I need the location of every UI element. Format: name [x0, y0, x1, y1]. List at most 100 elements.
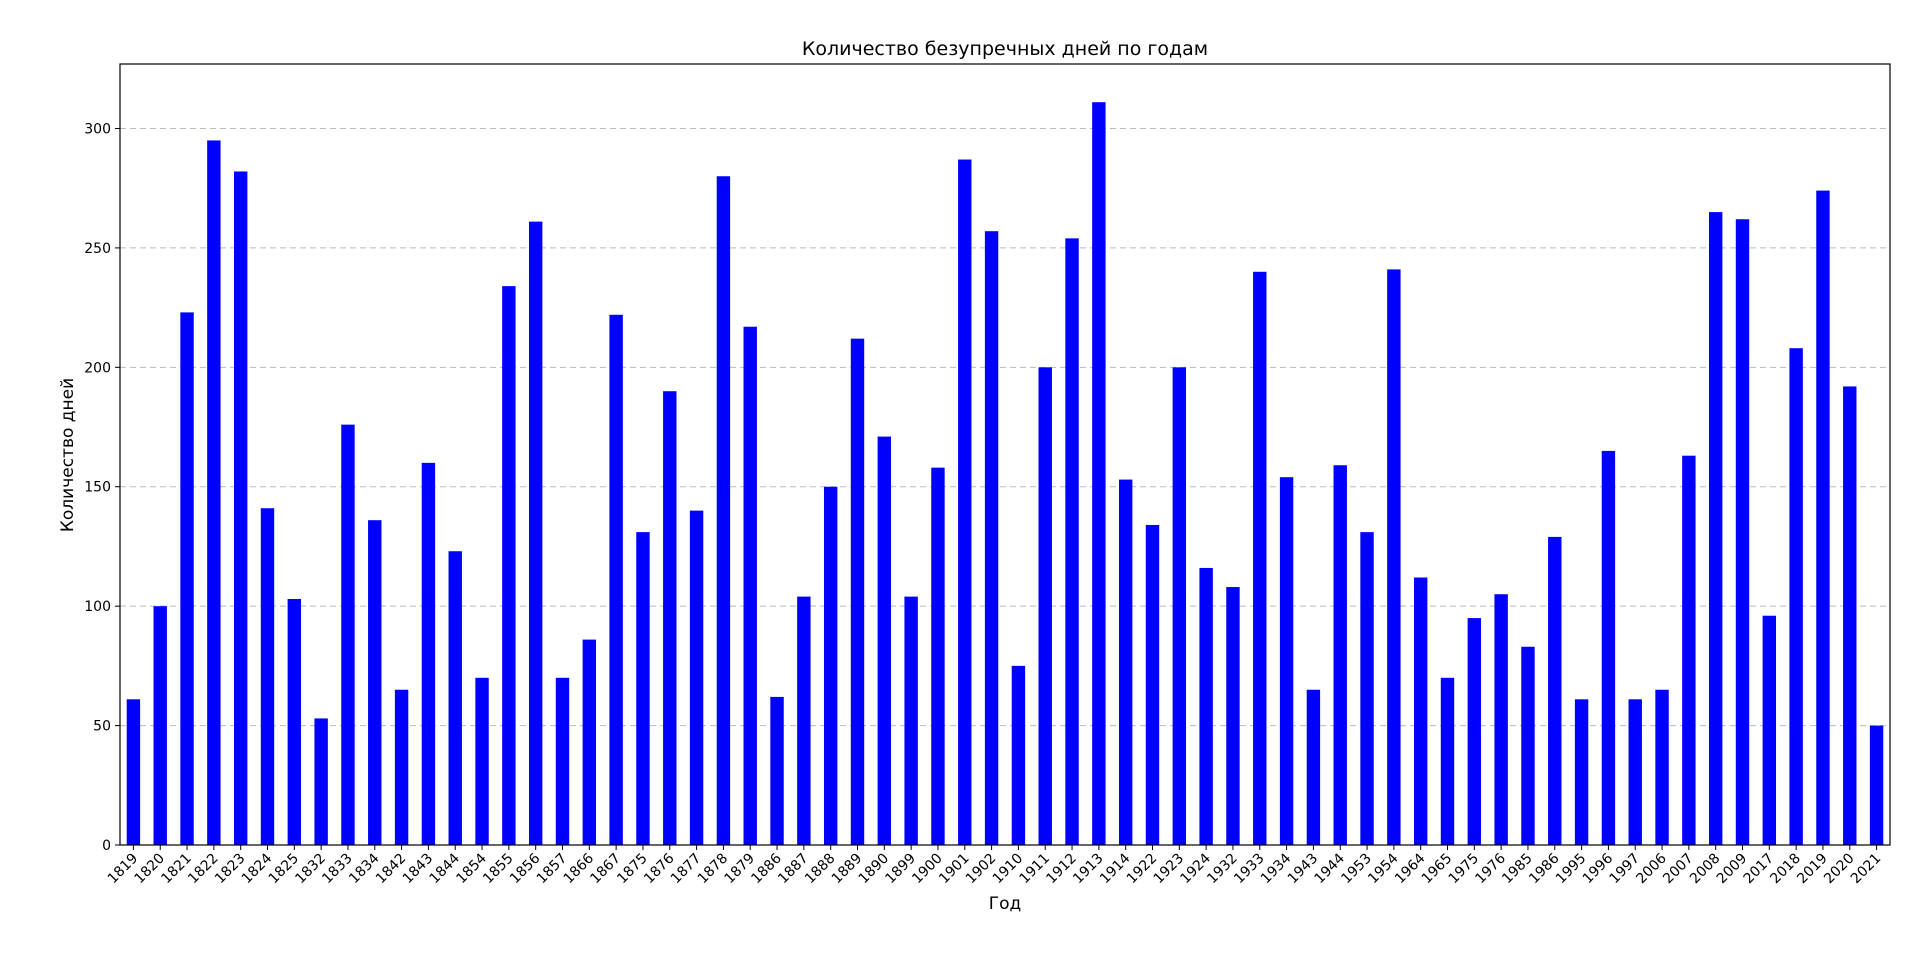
x-tick-label-1910: 1910 [990, 851, 1027, 888]
y-axis-ticks: 0 50 100 150 200 250 300 [84, 121, 120, 854]
bar-1932 [1226, 587, 1240, 845]
bar-1995 [1574, 699, 1589, 845]
x-tick-label-1912: 1912 [1043, 851, 1080, 888]
y-tick-label: 150 [84, 480, 111, 496]
x-tick-label-1965: 1965 [1419, 851, 1456, 888]
x-tick-label-1914: 1914 [1097, 850, 1134, 887]
x-tick-label-1888: 1888 [802, 851, 839, 888]
bar-1875 [636, 532, 650, 845]
x-tick-label-1932: 1932 [1204, 851, 1241, 888]
x-tick-label-1985: 1985 [1499, 851, 1536, 888]
bar-1986 [1548, 536, 1562, 845]
x-tick-label-1995: 1995 [1553, 851, 1590, 888]
x-tick-label-1934: 1934 [1258, 850, 1295, 887]
x-tick-label-1944: 1944 [1312, 850, 1349, 887]
x-tick-label-1832: 1832 [292, 851, 329, 888]
x-tick-label-1887: 1887 [775, 851, 812, 888]
x-tick-label-1953: 1953 [1338, 851, 1375, 888]
bar-2007 [1682, 455, 1696, 845]
x-tick-label-2017: 2017 [1741, 851, 1778, 888]
x-tick-label-1875: 1875 [614, 851, 651, 888]
x-tick-label-1877: 1877 [668, 851, 705, 888]
x-tick-label-2020: 2020 [1821, 851, 1858, 888]
x-tick-label-1900: 1900 [909, 851, 946, 888]
x-tick-label-1879: 1879 [722, 851, 759, 888]
bar-1857 [555, 677, 570, 845]
bar-2006 [1655, 689, 1669, 845]
bar-1922 [1145, 524, 1160, 845]
x-tick-label-1975: 1975 [1446, 851, 1483, 888]
x-tick-label-1819: 1819 [105, 851, 142, 888]
bar-1866 [582, 639, 597, 845]
bar-1965 [1440, 677, 1455, 845]
bar-1902 [984, 231, 999, 846]
y-tick-label: 300 [84, 121, 111, 137]
bar-1901 [958, 159, 972, 846]
bar-1867 [609, 314, 623, 846]
x-tick-label-1924: 1924 [1177, 850, 1214, 887]
bar-1933 [1253, 271, 1267, 845]
x-tick-label-1901: 1901 [936, 851, 973, 888]
bar-2009 [1735, 219, 1750, 846]
x-tick-label-1856: 1856 [507, 850, 544, 887]
bar-1877 [689, 510, 704, 845]
y-tick-label: 250 [84, 241, 111, 257]
bar-1914 [1118, 479, 1133, 845]
bar-1876 [663, 391, 677, 845]
x-tick-label-1913: 1913 [1070, 851, 1107, 888]
x-tick-label-1843: 1843 [400, 851, 437, 888]
grid-lines [120, 127, 1890, 727]
bar-2018 [1789, 348, 1803, 845]
x-tick-label-2008: 2008 [1687, 851, 1724, 888]
x-tick-label-1844: 1844 [427, 850, 464, 887]
x-tick-label-1857: 1857 [534, 851, 571, 888]
x-tick-label-2021: 2021 [1848, 851, 1885, 888]
bar-1954 [1387, 269, 1401, 845]
bar-2008 [1708, 212, 1723, 845]
axes-frame [119, 63, 1891, 846]
bar-1854 [475, 677, 489, 845]
bar-1822 [207, 140, 221, 846]
x-tick-label-1922: 1922 [1124, 851, 1161, 888]
bar-1834 [368, 520, 382, 845]
bar-1934 [1279, 477, 1294, 845]
x-tick-label-1923: 1923 [1151, 851, 1188, 888]
x-tick-label-1866: 1866 [561, 850, 598, 887]
x-tick-label-1825: 1825 [266, 851, 303, 888]
bar-1824 [260, 508, 275, 845]
x-tick-label-1902: 1902 [963, 851, 1000, 888]
bar-1996 [1601, 450, 1616, 845]
x-tick-label-1886: 1886 [748, 850, 785, 887]
bar-1844 [448, 551, 462, 845]
x-tick-label-1824: 1824 [239, 850, 276, 887]
x-tick-label-1954: 1954 [1365, 850, 1402, 887]
bar-1833 [341, 424, 355, 845]
bar-1924 [1199, 567, 1213, 845]
bars [126, 102, 1884, 846]
x-tick-label-1822: 1822 [185, 851, 222, 888]
bar-1819 [126, 699, 141, 845]
x-tick-label-1854: 1854 [453, 850, 490, 887]
bar-1832 [314, 718, 328, 845]
x-axis-ticks: 1819182018211822182318241825183218331834… [105, 845, 1885, 888]
bar-1843 [421, 462, 436, 845]
bar-1997 [1628, 699, 1642, 845]
bar-1953 [1360, 532, 1374, 845]
bar-1912 [1065, 238, 1079, 845]
x-axis-label: Год [989, 894, 1022, 914]
bar-1887 [797, 596, 811, 845]
bar-1878 [716, 176, 731, 845]
x-tick-label-1976: 1976 [1472, 850, 1509, 887]
bar-1913 [1092, 102, 1106, 846]
bar-1890 [877, 436, 892, 845]
bar-1976 [1494, 594, 1508, 845]
bar-1879 [743, 326, 757, 846]
bar-1888 [823, 486, 838, 845]
x-tick-label-1876: 1876 [641, 850, 678, 887]
bar-1944 [1333, 465, 1347, 845]
bar-1910 [1011, 665, 1026, 845]
bar-1975 [1467, 618, 1482, 845]
bar-1823 [233, 171, 248, 846]
x-tick-label-1833: 1833 [319, 851, 356, 888]
